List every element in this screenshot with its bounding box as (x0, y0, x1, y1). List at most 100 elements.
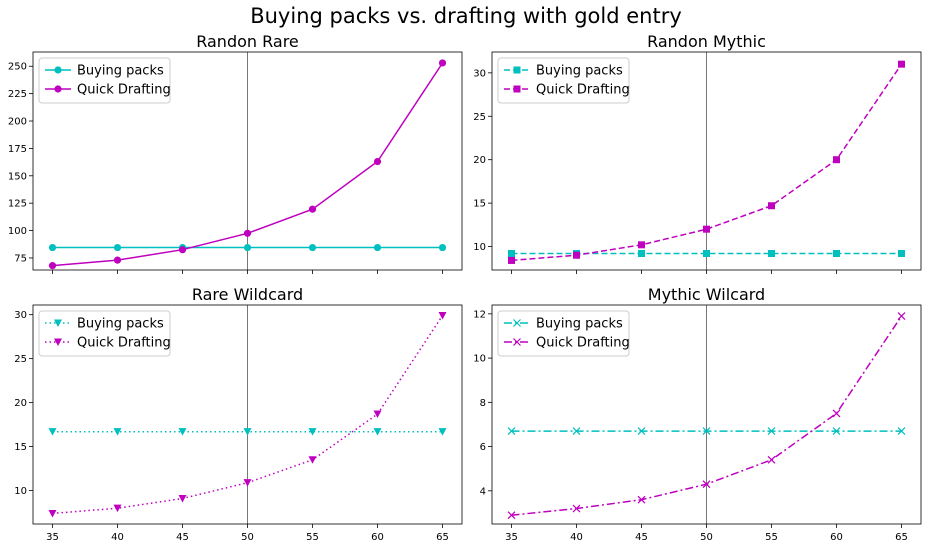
data-point-0 (508, 256, 515, 264)
data-point-2 (178, 428, 187, 436)
x-tick-label: 65 (436, 532, 449, 543)
data-point-0 (48, 243, 57, 252)
legend: Buying packs Quick Drafting (497, 57, 630, 104)
series-quick-drafting (48, 59, 447, 270)
data-point-5 (833, 249, 840, 257)
data-point-3 (702, 480, 711, 489)
x-tick-label: 35 (46, 532, 59, 543)
x-tick-label: 50 (241, 532, 254, 543)
x-tick-label: 65 (895, 532, 908, 543)
axes-frame (32, 51, 463, 271)
data-point-legend (513, 338, 521, 346)
data-point-5 (373, 428, 382, 436)
x-tick-label: 60 (371, 532, 384, 543)
x-tick-label: 45 (635, 532, 648, 543)
data-point-4 (308, 205, 317, 213)
data-point-6 (438, 59, 447, 67)
data-point-legend (513, 319, 521, 327)
data-point-1 (572, 427, 581, 436)
data-point-4 (767, 427, 776, 436)
legend-box (38, 310, 171, 357)
data-point-4 (308, 243, 317, 252)
legend: Buying packs Quick Drafting (38, 310, 171, 357)
data-point-2 (178, 494, 187, 503)
series-buying-packs (48, 428, 447, 436)
series-buying-packs (507, 427, 906, 436)
y-tick-label: 10 (473, 242, 486, 253)
data-point-2 (637, 427, 646, 436)
data-point-4 (767, 455, 776, 464)
subplot-title: Rare Wildcard (192, 285, 303, 304)
data-point-3 (703, 249, 710, 257)
data-point-legend (513, 85, 521, 93)
data-point-1 (572, 504, 581, 513)
data-point-5 (373, 410, 382, 419)
legend-label: Buying packs (77, 317, 164, 332)
series-quick-drafting (48, 312, 447, 518)
data-point-5 (833, 156, 840, 164)
legend-box (497, 310, 630, 357)
data-point-6 (897, 427, 906, 436)
subplot-title: Randon Mythic (647, 32, 766, 51)
data-point-2 (637, 495, 646, 504)
legend-box (497, 57, 630, 104)
data-point-1 (573, 251, 580, 259)
y-tick-label: 25 (14, 354, 27, 365)
subplot-1: Randon Rare 75 100 125 150 175 200 225 250 Buying… (8, 32, 463, 274)
legend-box (38, 57, 171, 104)
y-tick-label: 20 (473, 155, 486, 166)
data-point-6 (438, 428, 447, 436)
y-tick-label: 175 (8, 144, 27, 155)
data-point-1 (113, 428, 122, 436)
data-point-2 (178, 246, 187, 254)
data-point-4 (308, 456, 317, 464)
y-tick-label: 125 (8, 199, 27, 210)
legend-label: Quick Drafting (536, 83, 630, 98)
data-point-0 (507, 427, 516, 436)
x-tick-label: 55 (306, 532, 319, 543)
y-tick-label: 150 (8, 171, 27, 182)
legend-label: Quick Drafting (77, 336, 171, 351)
data-point-6 (898, 60, 905, 68)
y-tick-label: 15 (14, 442, 27, 453)
data-point-0 (48, 509, 57, 518)
legend-label: Quick Drafting (77, 83, 171, 98)
figure-title: Buying packs vs. drafting with gold entr… (250, 4, 682, 28)
data-point-0 (48, 262, 57, 270)
data-point-2 (638, 241, 645, 249)
data-point-legend (513, 66, 521, 74)
y-tick-label: 8 (480, 398, 486, 409)
legend-label: Buying packs (536, 317, 623, 332)
data-point-2 (638, 249, 645, 257)
data-point-6 (438, 312, 447, 320)
data-point-legend (54, 319, 62, 327)
x-tick-label: 35 (505, 532, 518, 543)
legend: Buying packs Quick Drafting (497, 310, 630, 357)
data-point-0 (507, 511, 516, 520)
subplot-4: Mythic Wilcard 4 6 8 10 12 35 40 45 50 55 60 65 Buyin… (473, 285, 922, 543)
y-tick-label: 4 (480, 486, 486, 497)
y-tick-label: 10 (473, 354, 486, 365)
data-point-3 (243, 428, 252, 436)
data-point-6 (438, 243, 447, 252)
data-point-3 (702, 427, 711, 436)
data-point-4 (768, 249, 775, 257)
y-tick-label: 100 (8, 226, 27, 237)
series-buying-packs (48, 243, 447, 252)
y-tick-label: 12 (473, 309, 486, 320)
y-tick-label: 250 (8, 62, 27, 73)
data-point-3 (243, 229, 252, 237)
legend-label: Buying packs (536, 64, 623, 79)
data-point-legend (54, 66, 62, 74)
subplot-2: Randon Mythic 10 15 20 25 30 Buying packs Quick… (473, 32, 922, 274)
y-tick-label: 30 (14, 310, 27, 321)
y-tick-label: 200 (8, 117, 27, 128)
x-tick-label: 40 (111, 532, 124, 543)
x-tick-label: 45 (176, 532, 189, 543)
y-tick-label: 225 (8, 89, 27, 100)
data-point-0 (508, 249, 515, 257)
data-point-3 (243, 479, 252, 487)
data-point-6 (897, 312, 906, 320)
data-point-legend (54, 85, 62, 93)
x-tick-label: 50 (700, 532, 713, 543)
